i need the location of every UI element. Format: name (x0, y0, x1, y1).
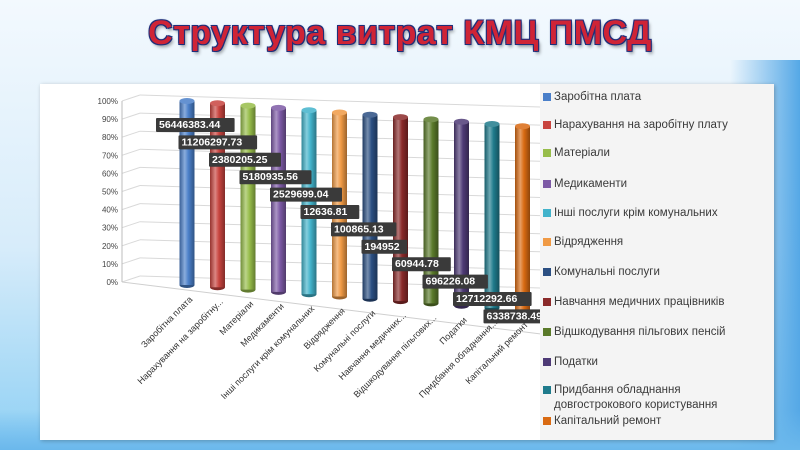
data-label-box (331, 222, 397, 237)
gridline-left (121, 275, 141, 283)
floor-edge (121, 281, 540, 335)
bar (393, 117, 408, 302)
legend-swatch (543, 180, 551, 188)
data-label: 56446383.44 (159, 119, 220, 131)
data-label-box (270, 187, 342, 202)
legend-label: Нарахування на заробітну плату (554, 119, 728, 131)
gridline-left (121, 185, 141, 192)
bar-top (210, 100, 225, 107)
data-label-box (156, 118, 235, 132)
legend-label: Навчання медичних працівників (554, 296, 725, 308)
data-label-box (483, 309, 540, 324)
gridline-left (121, 148, 141, 156)
y-tick-label: 40% (102, 206, 118, 215)
gridline-left (121, 94, 141, 102)
bar (515, 126, 530, 311)
data-label: 100865.13 (334, 223, 384, 235)
y-tick-label: 70% (102, 151, 118, 160)
gridline-left (121, 257, 141, 265)
x-category-label: Податки (437, 315, 468, 346)
gridline-left (121, 203, 141, 211)
bar-top (240, 102, 256, 109)
chart-legend: Заробітна плата Нарахування на заробітну … (540, 84, 774, 440)
legend-label: Відрядження (554, 236, 624, 248)
y-tick-label: 20% (102, 242, 118, 251)
bar (240, 105, 256, 290)
bar-top (454, 118, 469, 125)
bar (301, 110, 317, 295)
gridline-left (121, 112, 141, 120)
legend-swatch (543, 298, 551, 306)
gridline (139, 94, 540, 108)
data-label-box (453, 292, 532, 306)
legend-label: Комунальні послуги (554, 266, 660, 278)
bar-top (362, 111, 378, 118)
legend-label: Податки (554, 356, 598, 368)
legend-swatch (543, 328, 551, 336)
legend-swatch (543, 386, 551, 394)
legend-label: Заробітна плата (554, 91, 642, 103)
data-label: 194952 (365, 241, 400, 253)
bar (332, 112, 347, 297)
gridline-left (121, 239, 141, 247)
chart-plot: 0% 10% 20% 30% 40% 50% 60% 70% 80% 90% 100% 5644638… (98, 94, 541, 401)
gridline-left (121, 166, 141, 174)
data-label-box (209, 152, 281, 167)
x-category-label: Комунальні послуги (312, 308, 378, 374)
legend-label: Відшкодування пільгових пенсій (554, 326, 726, 338)
data-label-box (178, 135, 258, 150)
bar-top (423, 116, 439, 123)
data-label: 696226.08 (426, 276, 476, 288)
y-tick-label: 90% (102, 115, 118, 124)
legend-label: Матеріали (554, 147, 610, 159)
data-label-box (239, 170, 312, 185)
bar (362, 114, 378, 299)
y-tick-label: 50% (102, 188, 118, 197)
y-tick-label: 80% (102, 133, 118, 142)
legend-label: Медикаменти (554, 178, 628, 190)
data-label-box (392, 257, 451, 272)
legend-swatch (543, 268, 551, 276)
y-tick-label: 30% (102, 224, 118, 233)
data-label: 5180935.56 (243, 171, 299, 183)
bar-top (515, 123, 530, 130)
data-label-box (422, 274, 488, 289)
legend-swatch (543, 358, 551, 366)
legend-label: Інші послуги крім комунальних (554, 207, 718, 219)
data-label: 12636.81 (304, 206, 348, 218)
y-tick-label: 60% (102, 169, 118, 178)
y-tick-label: 100% (98, 97, 118, 106)
legend-swatch (543, 121, 551, 129)
gridline-left (121, 221, 141, 229)
gridline-left (121, 130, 141, 138)
bar (454, 121, 469, 306)
data-label-box (300, 205, 360, 219)
bar-top (179, 98, 195, 104)
data-label: 2529699.04 (273, 189, 329, 201)
data-label: 11206297.73 (182, 136, 243, 148)
legend-swatch (543, 238, 551, 246)
legend-label: Придбання обладнання довгострокового кор… (554, 384, 718, 411)
bar-top (271, 104, 286, 111)
y-tick-label: 10% (102, 260, 118, 269)
data-label-box (361, 239, 408, 254)
legend-label: Капітальний ремонт (554, 415, 662, 427)
legend-swatch (543, 93, 551, 101)
bar-top (484, 121, 500, 127)
legend-swatch (543, 149, 551, 157)
y-tick-label: 0% (106, 278, 118, 287)
data-label: 12712292.66 (456, 293, 517, 305)
data-label: 6338738.49 (487, 310, 541, 322)
bar (484, 124, 500, 308)
bar-top (301, 107, 317, 114)
slide-title: Структура витрат КМЦ ПМСД (148, 14, 652, 52)
x-category-label: Капітальний ремонт (464, 320, 530, 386)
bar-top (332, 109, 347, 116)
data-label: 2380205.25 (212, 154, 268, 166)
data-label: 60944.78 (395, 258, 439, 270)
bar-top (393, 114, 408, 121)
legend-swatch (543, 417, 551, 425)
legend-swatch (543, 209, 551, 217)
